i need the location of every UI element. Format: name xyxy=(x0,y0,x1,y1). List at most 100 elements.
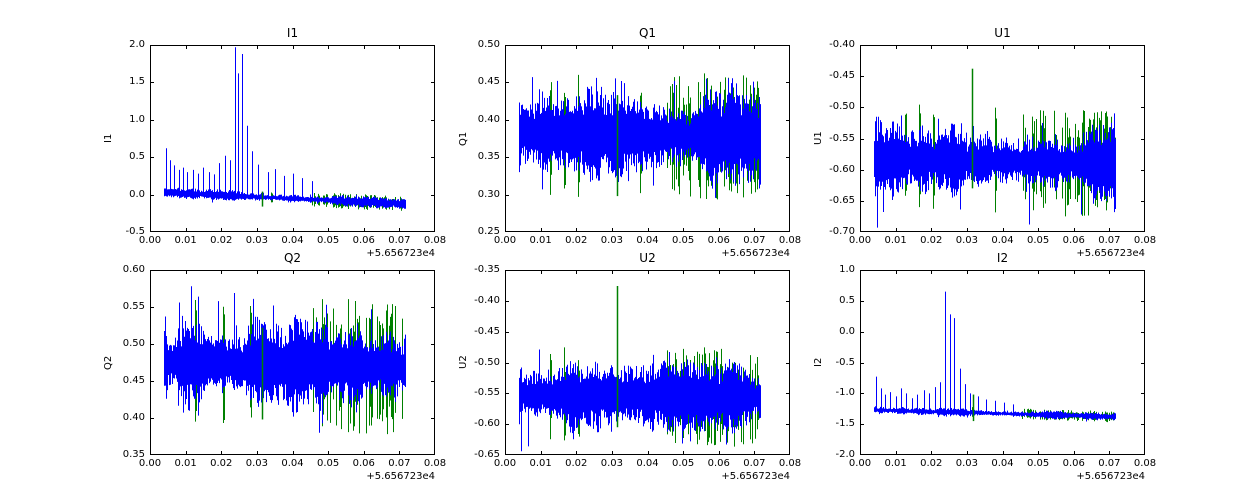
plot-title: U1 xyxy=(994,26,1011,40)
x-tick-label: 0.07 xyxy=(743,235,766,246)
y-tick-label: -0.35 xyxy=(474,264,500,275)
y-tick-labels: -0.65 -0.60 -0.55 -0.50 -0.45 -0.40 -0.35 xyxy=(458,265,500,460)
y-tick-label: -0.45 xyxy=(829,70,855,82)
y-tick-label: -0.45 xyxy=(474,325,500,337)
x-tick-label: 0.06 xyxy=(352,458,375,469)
plot-area xyxy=(505,270,790,455)
x-tick-label: 0.01 xyxy=(884,235,907,246)
y-tick-label: 0.45 xyxy=(122,375,145,386)
x-offset-label: +5.656723e4 xyxy=(366,248,435,259)
plot-area xyxy=(860,45,1145,232)
y-tick-label: 0.40 xyxy=(477,113,500,125)
plot-canvas xyxy=(860,270,1145,455)
y-tick-label: 1.0 xyxy=(839,264,855,275)
x-tick-label: 0.05 xyxy=(316,458,340,469)
plot-area xyxy=(860,270,1145,455)
y-tick-labels: 0.35 0.40 0.45 0.50 0.55 0.60 xyxy=(103,265,145,460)
x-tick-label: 0.02 xyxy=(210,235,233,246)
plot-canvas xyxy=(860,45,1145,232)
plot-title: I1 xyxy=(286,26,299,40)
x-tick-labels: 0.00 0.01 0.02 0.03 0.04 0.05 0.06 0.07 0.08 xyxy=(849,235,1156,248)
x-tick-label: 0.08 xyxy=(778,458,802,469)
y-tick-label: -1.5 xyxy=(835,418,855,430)
y-tick-label: 0.50 xyxy=(477,39,500,50)
y-tick-label: 0.0 xyxy=(839,325,855,337)
x-tick-labels: 0.00 0.01 0.02 0.03 0.04 0.05 0.06 0.07 0.08 xyxy=(139,458,446,471)
x-tick-label: 0.00 xyxy=(848,458,872,469)
x-tick-label: 0.04 xyxy=(281,235,304,246)
x-tick-label: 0.03 xyxy=(955,235,979,246)
y-tick-label: -0.55 xyxy=(474,387,500,399)
plot-canvas xyxy=(150,270,435,455)
x-tick-label: 0.04 xyxy=(991,235,1014,246)
y-tick-label: -0.70 xyxy=(829,226,855,237)
y-tick-label: 0.35 xyxy=(477,151,500,163)
x-tick-label: 0.04 xyxy=(991,458,1014,469)
subplot-i1: I1 I1 -0.5 0.0 0.5 1.0 1.5 2.0 0.00 0.01 0.02 0.… xyxy=(103,27,446,259)
x-tick-label: 0.06 xyxy=(707,235,730,246)
x-tick-label: 0.00 xyxy=(138,458,162,469)
subplot-q2: Q2 Q2 0.35 0.40 0.45 0.50 0.55 0.60 0.00 0.01 0… xyxy=(103,252,446,482)
x-tick-label: 0.07 xyxy=(1098,458,1121,469)
x-tick-label: 0.02 xyxy=(920,235,943,246)
y-tick-label: -2.0 xyxy=(835,449,855,460)
x-tick-label: 0.08 xyxy=(423,235,447,246)
subplot-u2: U2 U2 -0.65 -0.60 -0.55 -0.50 -0.45 -0.40 -0.3… xyxy=(458,252,801,482)
x-tick-label: 0.00 xyxy=(138,235,162,246)
y-tick-label: -0.60 xyxy=(474,418,500,430)
subplot-i2: I2 I2 -2.0 -1.5 -1.0 -0.5 0.0 0.5 1.0 0.00 0.01… xyxy=(813,252,1156,482)
x-offset-label: +5.656723e4 xyxy=(1076,248,1145,259)
y-tick-label: 0.25 xyxy=(477,226,500,237)
x-tick-label: 0.04 xyxy=(281,458,304,469)
y-tick-label: -0.55 xyxy=(829,132,855,144)
x-tick-label: 0.03 xyxy=(245,458,269,469)
plot-area xyxy=(505,45,790,232)
x-tick-label: 0.06 xyxy=(352,235,375,246)
y-tick-label: -0.60 xyxy=(829,163,855,175)
x-offset-label: +5.656723e4 xyxy=(1076,471,1145,482)
y-tick-label: 0.45 xyxy=(477,76,500,88)
y-tick-label: -0.65 xyxy=(474,449,500,460)
y-tick-label: -0.5 xyxy=(125,226,145,237)
y-tick-label: -0.50 xyxy=(829,101,855,113)
y-tick-label: 1.5 xyxy=(129,76,145,88)
plot-area xyxy=(150,45,435,232)
y-tick-labels: -0.70 -0.65 -0.60 -0.55 -0.50 -0.45 -0.40 xyxy=(813,40,855,237)
y-tick-label: 0.5 xyxy=(839,294,855,306)
x-tick-label: 0.05 xyxy=(1026,235,1050,246)
x-tick-label: 0.08 xyxy=(1133,458,1157,469)
x-tick-label: 0.01 xyxy=(174,235,197,246)
y-tick-label: -1.0 xyxy=(835,387,855,399)
x-tick-label: 0.06 xyxy=(1062,235,1085,246)
y-tick-label: 1.0 xyxy=(129,113,145,125)
y-tick-label: 0.35 xyxy=(122,449,145,460)
y-tick-label: 0.0 xyxy=(129,188,145,200)
x-tick-label: 0.05 xyxy=(671,235,695,246)
x-tick-label: 0.03 xyxy=(245,235,269,246)
x-offset-label: +5.656723e4 xyxy=(721,471,790,482)
plot-canvas xyxy=(150,45,435,232)
plot-canvas xyxy=(505,45,790,232)
x-tick-label: 0.00 xyxy=(493,458,517,469)
y-tick-label: -0.50 xyxy=(474,356,500,368)
x-tick-label: 0.00 xyxy=(493,235,517,246)
x-tick-label: 0.02 xyxy=(210,458,233,469)
x-tick-labels: 0.00 0.01 0.02 0.03 0.04 0.05 0.06 0.07 0.08 xyxy=(139,235,446,248)
x-tick-label: 0.00 xyxy=(848,235,872,246)
plot-area xyxy=(150,270,435,455)
y-tick-labels: 0.25 0.30 0.35 0.40 0.45 0.50 xyxy=(458,40,500,237)
y-tick-labels: -2.0 -1.5 -1.0 -0.5 0.0 0.5 1.0 xyxy=(813,265,855,460)
x-tick-label: 0.07 xyxy=(1098,235,1121,246)
y-tick-label: 0.30 xyxy=(477,188,500,200)
x-tick-labels: 0.00 0.01 0.02 0.03 0.04 0.05 0.06 0.07 0.08 xyxy=(849,458,1156,471)
x-tick-label: 0.07 xyxy=(388,458,411,469)
x-tick-label: 0.07 xyxy=(743,458,766,469)
x-tick-labels: 0.00 0.01 0.02 0.03 0.04 0.05 0.06 0.07 0.08 xyxy=(494,458,801,471)
x-tick-label: 0.01 xyxy=(529,458,552,469)
x-tick-label: 0.04 xyxy=(636,458,659,469)
x-tick-label: 0.08 xyxy=(423,458,447,469)
y-tick-label: -0.5 xyxy=(835,356,855,368)
y-tick-label: 0.50 xyxy=(122,338,145,349)
subplot-q1: Q1 Q1 0.25 0.30 0.35 0.40 0.45 0.50 0.00 0.01 0… xyxy=(458,27,801,259)
